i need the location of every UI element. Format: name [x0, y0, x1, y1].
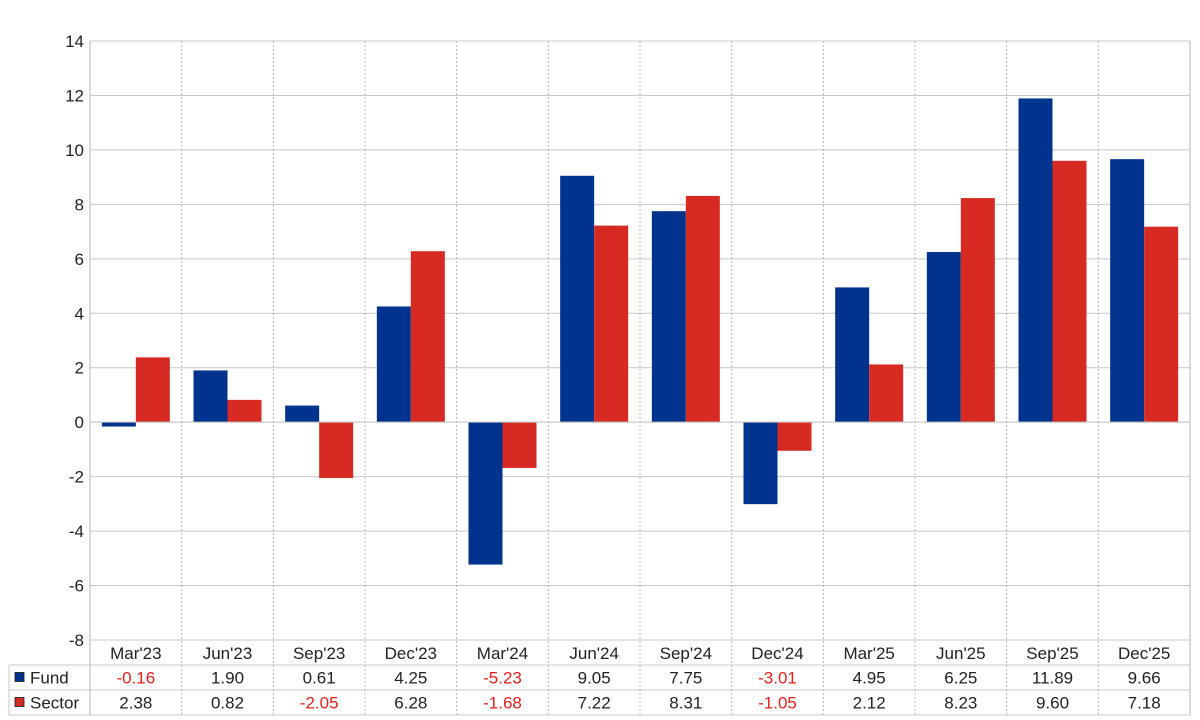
data-label-sector: 6.28 [394, 694, 427, 713]
bar-fund [835, 287, 870, 423]
data-label-fund: 9.66 [1128, 669, 1161, 688]
x-category-label: Sep'24 [660, 644, 712, 663]
data-label-sector: -1.68 [483, 694, 522, 713]
bar-sector [869, 364, 904, 423]
y-tick-label: 0 [75, 413, 84, 432]
bar-sector [777, 422, 812, 451]
data-label-fund: 4.25 [394, 669, 427, 688]
data-label-fund: -5.23 [483, 669, 522, 688]
bar-sector [410, 251, 445, 423]
data-label-fund: 7.75 [669, 669, 702, 688]
x-category-label: Dec'25 [1118, 644, 1170, 663]
grid-layer [89, 40, 1191, 715]
bar-sector [1052, 160, 1087, 423]
bar-fund [285, 405, 320, 423]
y-tick-label: -6 [69, 577, 84, 596]
bar-fund [1018, 98, 1053, 423]
y-tick-label: 8 [75, 195, 84, 214]
bar-fund [193, 370, 228, 423]
bar-layer [90, 98, 1190, 565]
x-category-label: Jun'23 [203, 644, 253, 663]
y-tick-label: -8 [69, 631, 84, 650]
y-tick-label: 4 [75, 304, 84, 323]
x-category-label: Mar'25 [843, 644, 894, 663]
data-label-fund: 1.90 [211, 669, 244, 688]
data-label-sector: 8.31 [669, 694, 702, 713]
data-label-sector: 7.22 [578, 694, 611, 713]
x-category-label: Dec'23 [385, 644, 437, 663]
data-label-sector: 8.23 [944, 694, 977, 713]
data-label-sector: -1.05 [758, 694, 797, 713]
bar-sector [227, 399, 262, 423]
bar-fund [743, 422, 778, 505]
data-label-sector: -2.05 [300, 694, 339, 713]
bar-fund [101, 422, 136, 427]
y-tick-label: 2 [75, 359, 84, 378]
legend-swatch-fund [14, 672, 25, 682]
bar-sector [319, 422, 354, 478]
bar-fund [651, 211, 686, 423]
x-category-label: Jun'24 [569, 644, 619, 663]
bar-fund [560, 175, 595, 423]
data-label-sector: 2.38 [119, 694, 152, 713]
data-label-fund: 0.61 [303, 669, 336, 688]
bar-sector [594, 225, 629, 423]
bar-fund [376, 306, 411, 423]
y-axis: 14 12 10 8 6 4 2 0 -2 -4 -6 -8 [65, 32, 84, 650]
x-category-label: Dec'24 [751, 644, 803, 663]
y-tick-label: -4 [69, 522, 84, 541]
data-label-fund: 4.95 [853, 669, 886, 688]
y-tick-label: 14 [65, 32, 84, 51]
bar-fund [926, 252, 961, 423]
data-table: Mar'23 Jun'23 Sep'23 Dec'23 Mar'24 Jun'24 Sep'… [8, 644, 1190, 716]
data-label-sector: 7.18 [1128, 694, 1161, 713]
y-tick-label: 6 [75, 250, 84, 269]
data-label-fund: 9.05 [578, 669, 611, 688]
data-label-fund: -0.16 [116, 669, 155, 688]
y-tick-label: -2 [69, 468, 84, 487]
x-category-label: Jun'25 [936, 644, 986, 663]
data-label-fund: 11.89 [1032, 669, 1073, 688]
bar-sector [685, 195, 720, 423]
bar-sector [1144, 226, 1179, 423]
x-category-label: Sep'23 [293, 644, 345, 663]
x-category-label: Mar'24 [477, 644, 528, 663]
bar-sector [135, 357, 170, 423]
data-label-fund: -3.01 [758, 669, 797, 688]
data-label-sector: 9.60 [1036, 694, 1069, 713]
legend-swatch-sector [14, 697, 25, 707]
bar-sector [502, 422, 537, 468]
x-category-label: Sep'25 [1026, 644, 1078, 663]
data-label-sector: 0.82 [211, 694, 244, 713]
legend-label-sector: Sector [30, 694, 79, 713]
y-tick-label: 12 [65, 86, 84, 105]
bar-fund [1110, 159, 1145, 423]
y-tick-label: 10 [65, 141, 84, 160]
bar-sector [960, 198, 995, 423]
bar-fund [468, 422, 503, 565]
data-label-sector: 2.12 [853, 694, 886, 713]
x-category-label: Mar'23 [110, 644, 161, 663]
legend-label-fund: Fund [30, 669, 69, 688]
data-label-fund: 6.25 [944, 669, 977, 688]
